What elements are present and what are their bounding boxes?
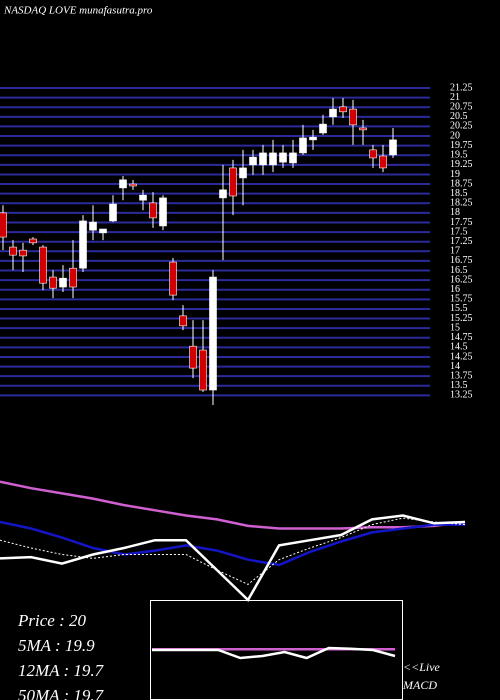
candle-body xyxy=(29,238,37,244)
candle-body xyxy=(279,152,287,163)
candle-body xyxy=(299,137,307,154)
y-tick-label: 15 xyxy=(450,322,460,333)
y-tick-label: 17 xyxy=(450,246,460,257)
candle-body xyxy=(99,228,107,234)
y-tick-label: 15.25 xyxy=(450,313,473,324)
chart-title: NASDAQ LOVE munafasutra.pro xyxy=(3,5,153,17)
y-tick-label: 14.25 xyxy=(450,351,473,362)
y-tick-label: 15.5 xyxy=(450,303,468,314)
y-tick-label: 19.25 xyxy=(450,159,473,170)
candle-body xyxy=(339,106,347,113)
y-tick-label: 20.25 xyxy=(450,121,473,132)
y-tick-label: 14.5 xyxy=(450,342,468,353)
y-tick-label: 18.75 xyxy=(450,178,473,189)
y-tick-label: 16 xyxy=(450,284,460,295)
candle-body xyxy=(139,194,147,201)
y-tick-label: 13.5 xyxy=(450,380,468,391)
candle-body xyxy=(49,276,57,289)
y-tick-label: 21 xyxy=(450,92,460,103)
y-tick-label: 19.5 xyxy=(450,150,468,161)
candle-body xyxy=(169,261,177,296)
y-tick-label: 14 xyxy=(450,361,460,372)
y-tick-label: 19.75 xyxy=(450,140,473,151)
y-tick-label: 14.75 xyxy=(450,332,473,343)
y-tick-label: 16.25 xyxy=(450,274,473,285)
candle-body xyxy=(269,152,277,166)
y-tick-label: 18.5 xyxy=(450,188,468,199)
candle-body xyxy=(389,139,397,156)
candle-body xyxy=(239,167,247,179)
candle-body xyxy=(119,179,127,189)
y-tick-label: 19 xyxy=(450,169,460,180)
candle-body xyxy=(0,212,7,238)
y-tick-label: 18.25 xyxy=(450,198,473,209)
candle-body xyxy=(189,345,197,369)
candle-body xyxy=(59,277,67,288)
indicator-line xyxy=(152,646,396,660)
annotation: 50MA : 19.7 xyxy=(18,686,105,700)
y-tick-label: 20.75 xyxy=(450,102,473,113)
y-tick-label: 20.5 xyxy=(450,111,468,122)
y-tick-label: 16.75 xyxy=(450,255,473,266)
candle-body xyxy=(229,167,237,197)
candle-body xyxy=(319,123,327,134)
annotation: Price : 20 xyxy=(17,611,86,630)
candle-body xyxy=(199,349,207,391)
y-tick-label: 20 xyxy=(450,130,460,141)
candle-body xyxy=(219,189,227,199)
y-tick-label: 13.25 xyxy=(450,390,473,401)
indicator-line xyxy=(0,514,466,603)
candle-body xyxy=(149,202,157,219)
indicator-line xyxy=(0,480,466,530)
annotation: 12MA : 19.7 xyxy=(18,661,105,680)
candle-body xyxy=(89,221,97,231)
y-tick-label: 17.75 xyxy=(450,217,473,228)
candle-body xyxy=(209,276,217,391)
candle-body xyxy=(359,127,367,131)
y-tick-label: 13.75 xyxy=(450,370,473,381)
indicator-line xyxy=(0,520,465,567)
candle-body xyxy=(349,108,357,126)
annotation: MACD xyxy=(402,678,437,692)
candle-body xyxy=(9,246,17,256)
candle-body xyxy=(379,155,387,169)
candle-body xyxy=(309,136,317,141)
y-tick-label: 17.25 xyxy=(450,236,473,247)
y-tick-label: 17.5 xyxy=(450,226,468,237)
candle-body xyxy=(79,220,87,269)
candle-body xyxy=(289,152,297,164)
annotation: 5MA : 19.9 xyxy=(18,636,95,655)
candle-body xyxy=(329,108,337,118)
candle-body xyxy=(39,246,47,284)
candle-body xyxy=(19,249,27,257)
candle-body xyxy=(129,183,137,187)
y-tick-label: 15.75 xyxy=(450,294,473,305)
candle-body xyxy=(259,152,267,166)
y-tick-label: 18 xyxy=(450,207,460,218)
candle-body xyxy=(109,203,117,222)
candle-body xyxy=(249,156,257,166)
candle-body xyxy=(369,149,377,159)
candle-body xyxy=(179,315,187,327)
y-tick-label: 21.25 xyxy=(450,82,473,93)
candle-body xyxy=(69,267,77,288)
annotation: <<Live xyxy=(403,660,441,674)
candle-body xyxy=(159,197,167,227)
y-tick-label: 16.5 xyxy=(450,265,468,276)
